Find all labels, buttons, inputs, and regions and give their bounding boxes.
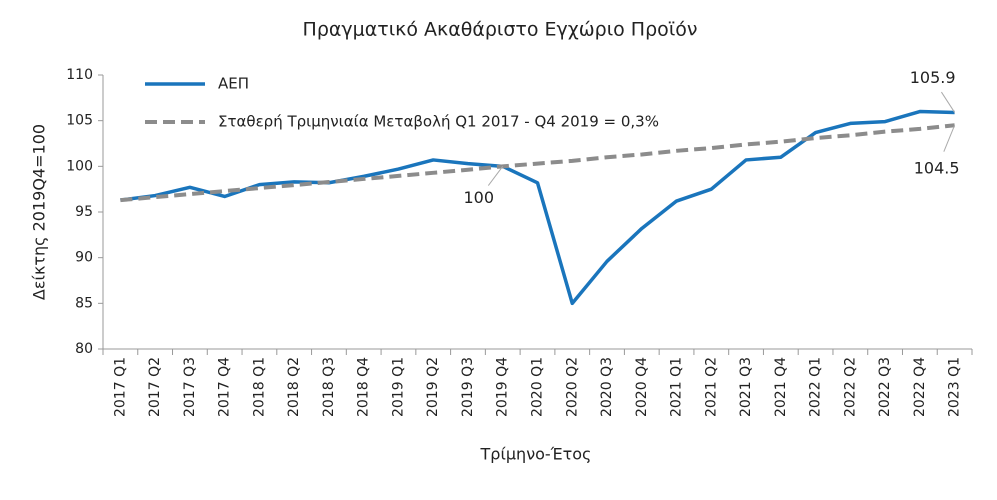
data-label: 100 (463, 188, 494, 207)
series-line (120, 109, 955, 306)
y-tick-label: 100 (66, 158, 93, 174)
x-tick-label: 2021 Q4 (773, 357, 789, 417)
y-tick-label: 105 (66, 113, 93, 129)
x-tick-label: 2021 Q2 (703, 357, 719, 417)
y-tick-label: 85 (75, 295, 93, 311)
x-tick-label: 2020 Q2 (564, 357, 580, 417)
x-tick-label: 2022 Q1 (808, 357, 824, 417)
x-tick-label: 2021 Q3 (738, 357, 754, 417)
x-tick-label: 2019 Q2 (425, 357, 441, 417)
x-tick-label: 2020 Q3 (599, 357, 615, 417)
x-tick-label: 2022 Q3 (877, 357, 893, 417)
data-label: 105.9 (910, 68, 956, 87)
x-tick-label: 2019 Q1 (390, 357, 406, 417)
y-axis-label: Δείκτης 2019Q4=100 (30, 124, 49, 300)
x-tick-label: 2022 Q4 (912, 357, 928, 417)
chart-title: Πραγματικό Ακαθάριστο Εγχώριο Προϊόν (303, 19, 698, 41)
y-tick-label: 90 (75, 250, 93, 266)
legend-label: Σταθερή Τριμηνιαία Μεταβολή Q1 2017 - Q4… (218, 113, 659, 131)
x-tick-label: 2019 Q4 (495, 357, 511, 417)
x-tick-label: 2019 Q3 (460, 357, 476, 417)
data-label: 104.5 (914, 159, 960, 178)
x-tick-label: 2018 Q3 (321, 357, 337, 417)
x-tick-label: 2017 Q4 (217, 357, 233, 417)
y-tick-label: 95 (75, 204, 93, 220)
leader-line (487, 166, 504, 186)
x-tick-label: 2018 Q2 (286, 357, 302, 417)
legend-label: ΑΕΠ (218, 75, 249, 93)
x-tick-label: 2020 Q1 (530, 357, 546, 417)
x-tick-label: 2018 Q4 (356, 357, 372, 417)
leader-line (941, 91, 956, 113)
x-axis-label: Τρίμηνο-Έτος (480, 445, 592, 464)
leader-line (943, 125, 956, 152)
x-tick-label: 2022 Q2 (842, 357, 858, 417)
x-tick-label: 2020 Q4 (634, 357, 650, 417)
y-tick-label: 110 (66, 67, 93, 83)
x-tick-label: 2017 Q2 (147, 357, 163, 417)
x-tick-label: 2018 Q1 (251, 357, 267, 417)
y-tick-label: 80 (75, 341, 93, 357)
x-tick-label: 2021 Q1 (669, 357, 685, 417)
x-tick-label: 2017 Q1 (112, 357, 128, 417)
x-tick-label: 2023 Q1 (947, 357, 963, 417)
x-tick-label: 2017 Q3 (182, 357, 198, 417)
series-line (120, 123, 955, 203)
